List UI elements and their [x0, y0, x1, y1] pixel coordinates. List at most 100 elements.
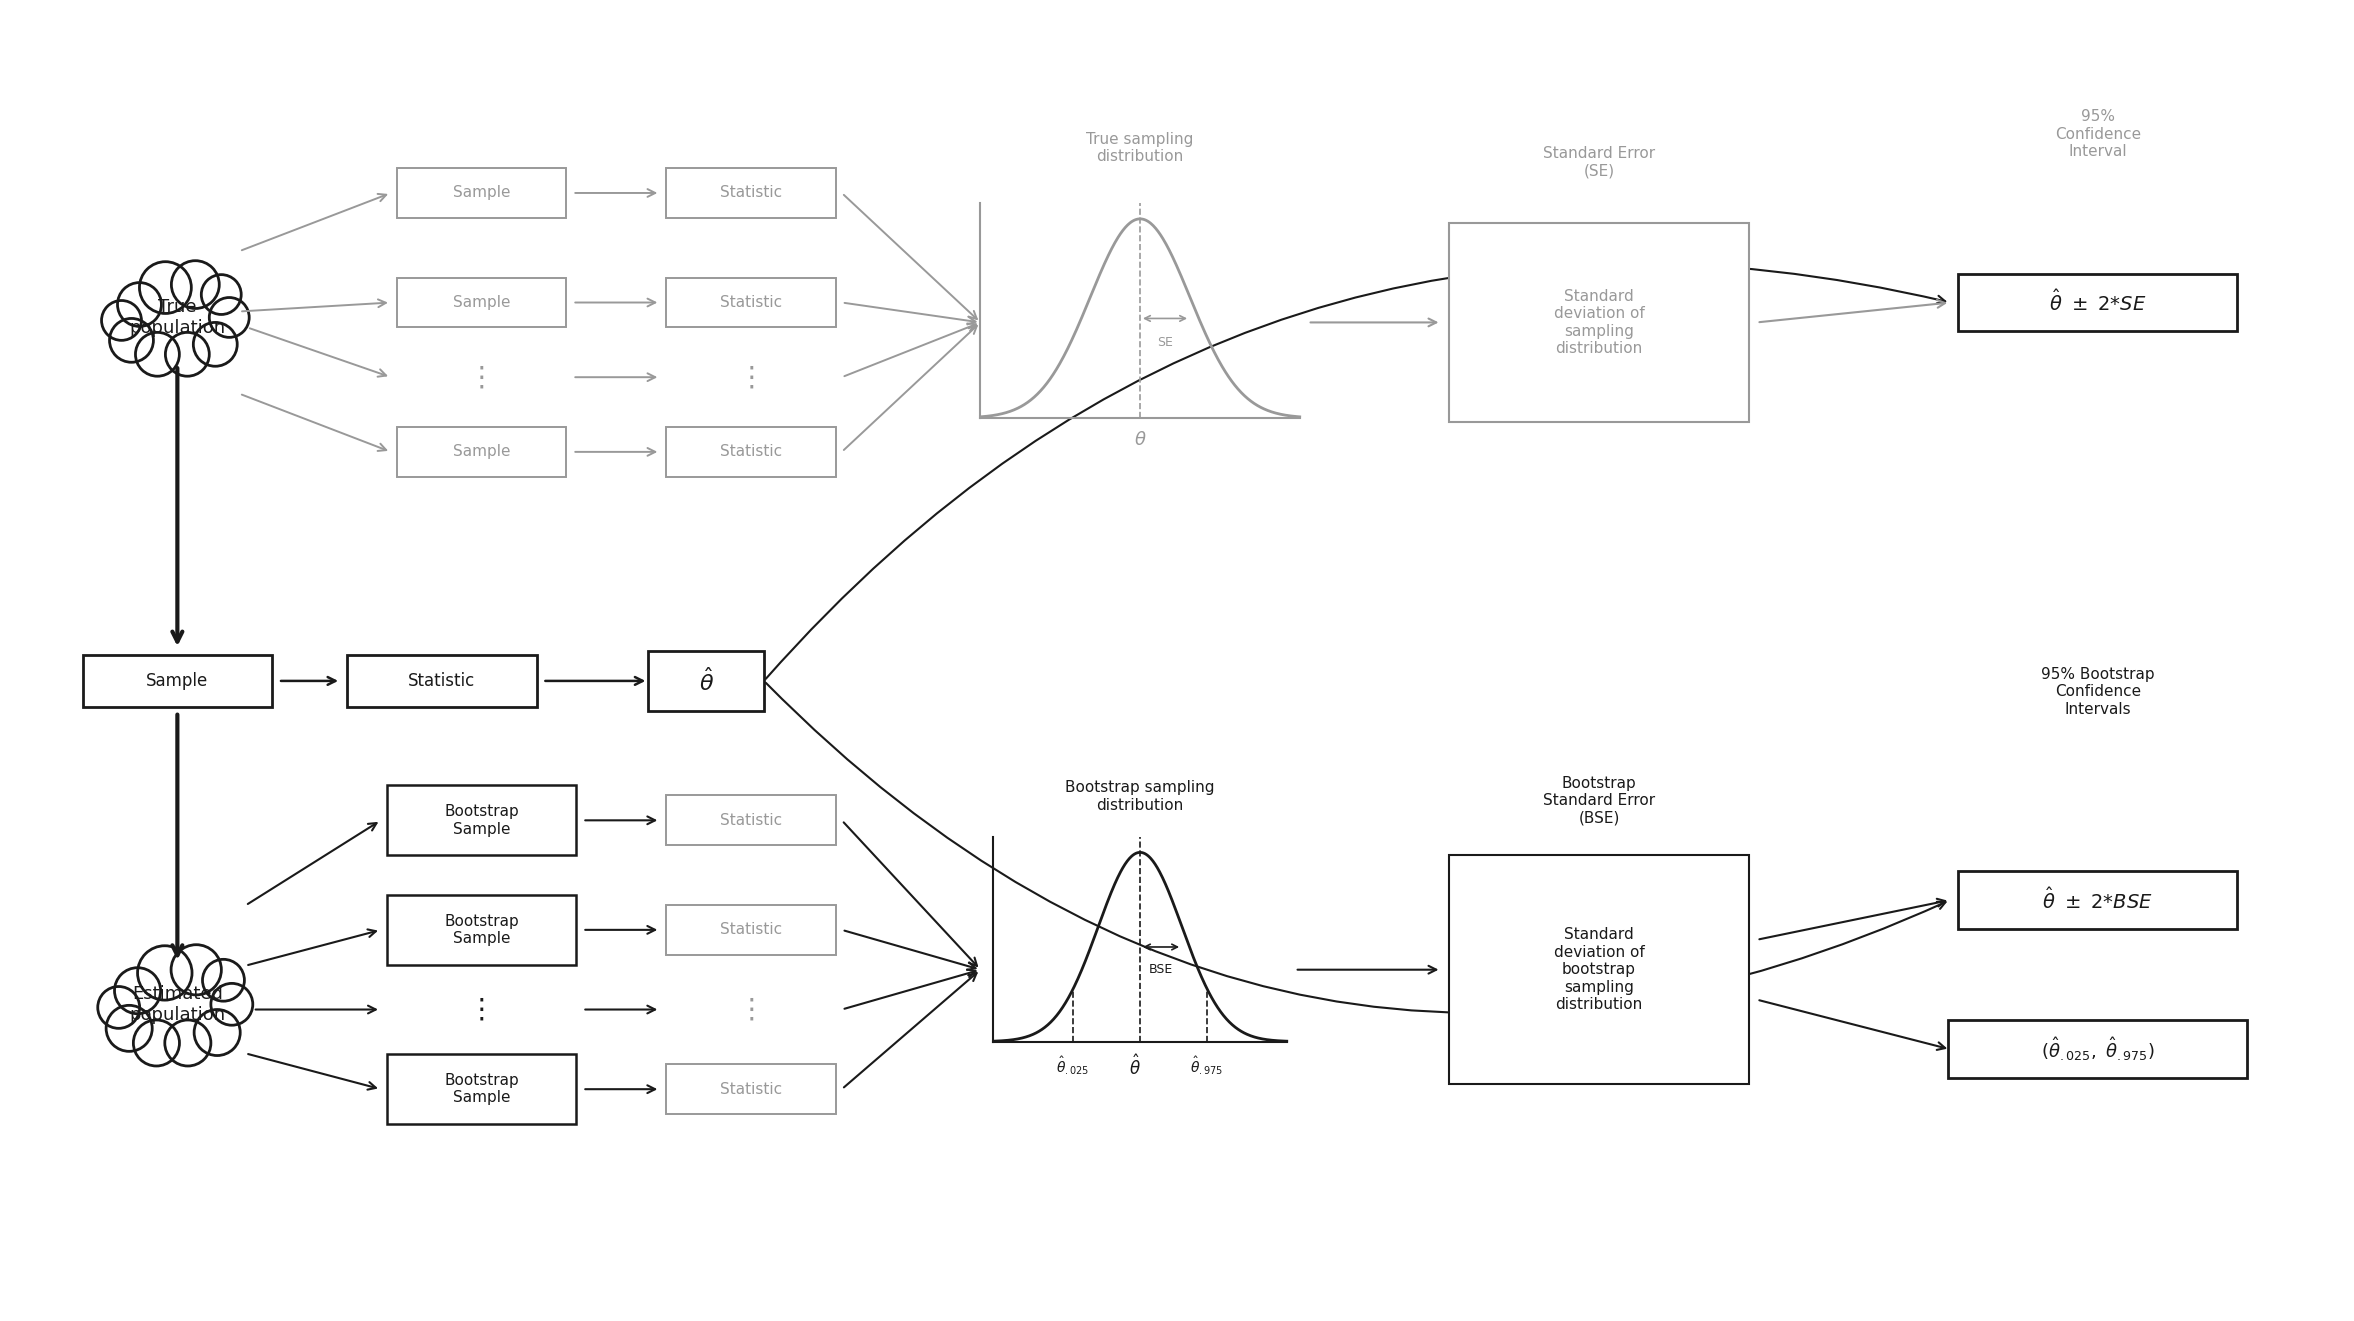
FancyBboxPatch shape: [1949, 1021, 2248, 1078]
Circle shape: [101, 300, 141, 341]
FancyBboxPatch shape: [666, 905, 836, 955]
FancyBboxPatch shape: [1959, 273, 2239, 332]
FancyArrowPatch shape: [765, 263, 1944, 679]
Text: Bootstrap
Sample: Bootstrap Sample: [445, 804, 518, 836]
Text: True
population: True population: [129, 299, 226, 337]
Circle shape: [172, 260, 219, 309]
Text: Bootstrap
Standard Error
(BSE): Bootstrap Standard Error (BSE): [1542, 775, 1655, 826]
FancyArrowPatch shape: [1311, 318, 1436, 326]
FancyArrowPatch shape: [1297, 966, 1436, 974]
Text: BSE: BSE: [1149, 963, 1172, 976]
FancyArrowPatch shape: [247, 1054, 377, 1090]
Circle shape: [99, 987, 139, 1028]
Text: Statistic: Statistic: [720, 444, 782, 460]
Text: Standard
deviation of
sampling
distribution: Standard deviation of sampling distribut…: [1554, 289, 1645, 357]
FancyArrowPatch shape: [574, 299, 654, 306]
Circle shape: [134, 1020, 179, 1066]
FancyArrowPatch shape: [242, 395, 386, 450]
Text: 95% Bootstrap
Confidence
Intervals: 95% Bootstrap Confidence Intervals: [2041, 667, 2154, 717]
Text: Sample: Sample: [452, 295, 511, 310]
Text: Statistic: Statistic: [720, 185, 782, 201]
Text: $\hat{\theta}$: $\hat{\theta}$: [699, 667, 713, 695]
FancyArrowPatch shape: [247, 823, 377, 904]
FancyArrowPatch shape: [280, 678, 334, 684]
Text: Sample: Sample: [452, 185, 511, 201]
Text: Sample: Sample: [452, 444, 511, 460]
FancyArrowPatch shape: [586, 1086, 654, 1092]
Circle shape: [202, 275, 240, 314]
FancyArrowPatch shape: [845, 930, 975, 970]
FancyBboxPatch shape: [82, 655, 273, 707]
Text: SE: SE: [1158, 337, 1172, 349]
Text: Statistic: Statistic: [720, 922, 782, 938]
FancyBboxPatch shape: [666, 795, 836, 845]
FancyArrowPatch shape: [843, 974, 977, 1087]
FancyArrowPatch shape: [250, 329, 386, 376]
Circle shape: [118, 283, 162, 326]
Text: True sampling
distribution: True sampling distribution: [1088, 132, 1193, 164]
FancyBboxPatch shape: [398, 168, 567, 218]
Text: Bootstrap sampling
distribution: Bootstrap sampling distribution: [1066, 781, 1215, 812]
FancyBboxPatch shape: [346, 655, 537, 707]
Text: ⋮: ⋮: [737, 996, 765, 1024]
Circle shape: [193, 322, 238, 366]
Text: 95%
Confidence
Interval: 95% Confidence Interval: [2055, 110, 2140, 159]
FancyArrowPatch shape: [574, 374, 654, 380]
FancyArrowPatch shape: [257, 1005, 377, 1013]
Text: $(\hat{\theta}_{.025},\ \hat{\theta}_{.975})$: $(\hat{\theta}_{.025},\ \hat{\theta}_{.9…: [2041, 1036, 2154, 1063]
FancyArrowPatch shape: [843, 196, 977, 320]
Circle shape: [111, 318, 153, 362]
FancyBboxPatch shape: [1959, 871, 2239, 929]
FancyArrowPatch shape: [843, 823, 977, 966]
FancyArrowPatch shape: [843, 326, 977, 450]
Circle shape: [202, 959, 245, 1001]
FancyBboxPatch shape: [398, 277, 567, 328]
FancyBboxPatch shape: [1450, 223, 1749, 421]
Text: Statistic: Statistic: [407, 672, 476, 690]
FancyArrowPatch shape: [574, 189, 654, 197]
FancyBboxPatch shape: [386, 1054, 577, 1124]
FancyArrowPatch shape: [586, 1005, 654, 1013]
FancyBboxPatch shape: [1450, 855, 1749, 1085]
FancyArrowPatch shape: [242, 300, 386, 312]
Text: ⋮: ⋮: [468, 996, 497, 1024]
Text: Estimated
population: Estimated population: [129, 985, 226, 1024]
Text: Statistic: Statistic: [720, 1082, 782, 1096]
Circle shape: [165, 333, 210, 376]
Text: Statistic: Statistic: [720, 812, 782, 828]
Circle shape: [210, 297, 250, 337]
Text: Standard
deviation of
bootstrap
sampling
distribution: Standard deviation of bootstrap sampling…: [1554, 927, 1645, 1012]
FancyBboxPatch shape: [666, 1065, 836, 1114]
Circle shape: [172, 945, 221, 995]
FancyArrowPatch shape: [242, 194, 386, 250]
Text: Bootstrap
Sample: Bootstrap Sample: [445, 1073, 518, 1106]
FancyArrowPatch shape: [845, 970, 975, 1009]
Circle shape: [139, 262, 191, 313]
FancyArrowPatch shape: [1758, 1000, 1944, 1050]
FancyBboxPatch shape: [666, 277, 836, 328]
Text: ⋮: ⋮: [468, 363, 497, 391]
Text: $\hat{\theta}_{.975}$: $\hat{\theta}_{.975}$: [1191, 1054, 1224, 1077]
FancyArrowPatch shape: [586, 816, 654, 824]
FancyArrowPatch shape: [765, 683, 1944, 1013]
Text: ⋮: ⋮: [737, 363, 765, 391]
FancyBboxPatch shape: [666, 427, 836, 477]
Circle shape: [137, 946, 193, 1000]
FancyArrowPatch shape: [1758, 898, 1944, 939]
FancyArrowPatch shape: [546, 678, 643, 684]
Text: Bootstrap
Sample: Bootstrap Sample: [445, 914, 518, 946]
Circle shape: [106, 1005, 153, 1052]
FancyBboxPatch shape: [398, 427, 567, 477]
Text: $\hat{\theta}\ \pm\ 2{*}BSE$: $\hat{\theta}\ \pm\ 2{*}BSE$: [2043, 886, 2154, 913]
FancyBboxPatch shape: [666, 168, 836, 218]
FancyArrowPatch shape: [574, 448, 654, 456]
FancyBboxPatch shape: [647, 651, 765, 711]
FancyBboxPatch shape: [386, 786, 577, 855]
FancyArrowPatch shape: [586, 926, 654, 934]
FancyArrowPatch shape: [247, 930, 377, 966]
FancyBboxPatch shape: [386, 896, 577, 964]
Circle shape: [193, 1009, 240, 1055]
Circle shape: [115, 968, 160, 1013]
Circle shape: [165, 1020, 212, 1066]
Text: $\theta$: $\theta$: [1135, 431, 1146, 449]
